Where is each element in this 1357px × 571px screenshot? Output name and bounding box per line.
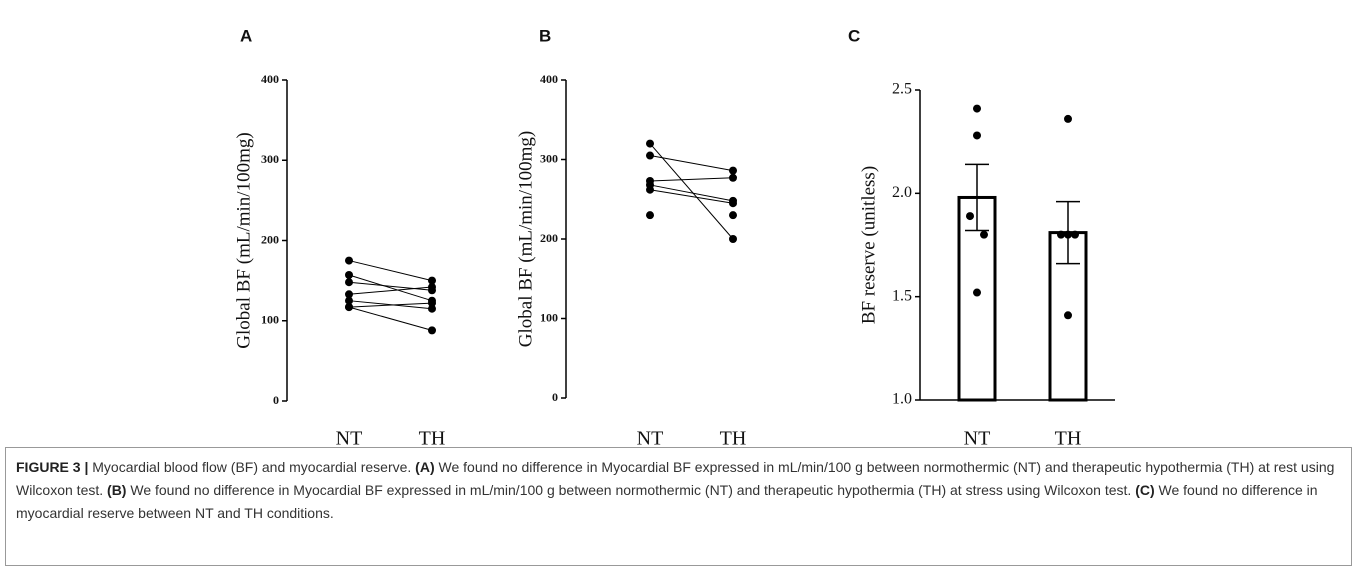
data-point (646, 211, 654, 220)
data-point (646, 185, 654, 194)
y-tick-label: 300 (540, 151, 558, 165)
y-tick-label: 100 (540, 310, 558, 324)
panel-letter: B (539, 26, 551, 45)
data-point (973, 131, 981, 140)
caption-ref: (B) (107, 482, 127, 498)
pair-line (348, 302, 433, 308)
data-point (1057, 230, 1065, 239)
caption-ref: (C) (1135, 482, 1155, 498)
data-point (1064, 230, 1072, 239)
panel-letter: C (848, 26, 860, 45)
y-tick-label: 1.5 (892, 287, 912, 304)
pair-line (348, 306, 433, 331)
pair-line (649, 143, 734, 240)
data-point (345, 256, 353, 265)
x-tick-label: NT (637, 428, 664, 445)
caption-ref: (A) (415, 459, 435, 475)
panel-letter: A (240, 26, 252, 45)
y-tick-label: 200 (540, 231, 558, 245)
data-point (345, 290, 353, 299)
y-tick-label: 2.5 (892, 81, 912, 98)
x-tick-label: TH (419, 428, 446, 445)
data-point (428, 326, 436, 335)
x-tick-label: TH (1055, 428, 1082, 445)
caption-text: We found no difference in Myocardial BF … (130, 482, 1132, 498)
caption-text: We found no difference in myocardial res… (16, 482, 1318, 521)
data-point (729, 235, 737, 243)
y-tick-label: 300 (261, 152, 279, 166)
data-point (345, 303, 353, 312)
data-point (646, 151, 654, 160)
data-point (1064, 311, 1072, 320)
pair-line (348, 281, 433, 291)
data-point (345, 278, 353, 287)
pair-line (348, 274, 433, 302)
data-point (428, 283, 436, 292)
y-tick-label: 200 (261, 232, 279, 246)
y-axis-title: BF reserve (unitless) (858, 166, 879, 324)
figure: A Global BF (mL/min/100mg) 0 100 200 300 400 NT… (233, 26, 1115, 445)
caption-text: Myocardial blood flow (BF) and myocardia… (92, 459, 412, 475)
data-point (428, 276, 436, 285)
pair-line (649, 177, 734, 182)
pair-line (348, 260, 433, 282)
x-tick-label: NT (336, 428, 363, 445)
pair-line (649, 184, 734, 202)
y-axis-title: Global BF (mL/min/100mg) (233, 132, 254, 348)
data-point (646, 139, 654, 148)
y-tick-label: 0 (273, 393, 279, 407)
data-point (980, 230, 988, 239)
data-point (428, 299, 436, 308)
data-point (729, 166, 737, 175)
y-tick-label: 400 (540, 72, 558, 86)
y-tick-label: 400 (261, 72, 279, 86)
y-tick-label: 2.0 (892, 184, 912, 201)
data-point (1071, 230, 1079, 239)
data-point (966, 212, 974, 221)
pair-line (649, 155, 734, 172)
x-tick-label: TH (720, 428, 747, 445)
data-point (729, 211, 737, 220)
data-point (973, 288, 981, 297)
data-point (973, 104, 981, 113)
data-point (729, 199, 737, 208)
caption: FIGURE 3 | Myocardial blood flow (BF) an… (5, 447, 1352, 566)
data-point (345, 296, 353, 305)
y-axis-title: Global BF (mL/min/100mg) (515, 131, 536, 347)
caption-text: We found no difference in Myocardial BF … (16, 459, 1335, 498)
caption-label: FIGURE 3 | (16, 459, 89, 475)
data-point (345, 271, 353, 280)
y-tick-label: 100 (261, 313, 279, 327)
y-tick-label: 0 (552, 390, 558, 404)
y-tick-label: 1.0 (892, 391, 912, 408)
data-point (428, 304, 436, 313)
pair-line (649, 189, 734, 204)
data-point (729, 173, 737, 182)
data-point (1064, 114, 1072, 123)
x-tick-label: NT (964, 428, 991, 445)
pair-line (348, 286, 433, 295)
